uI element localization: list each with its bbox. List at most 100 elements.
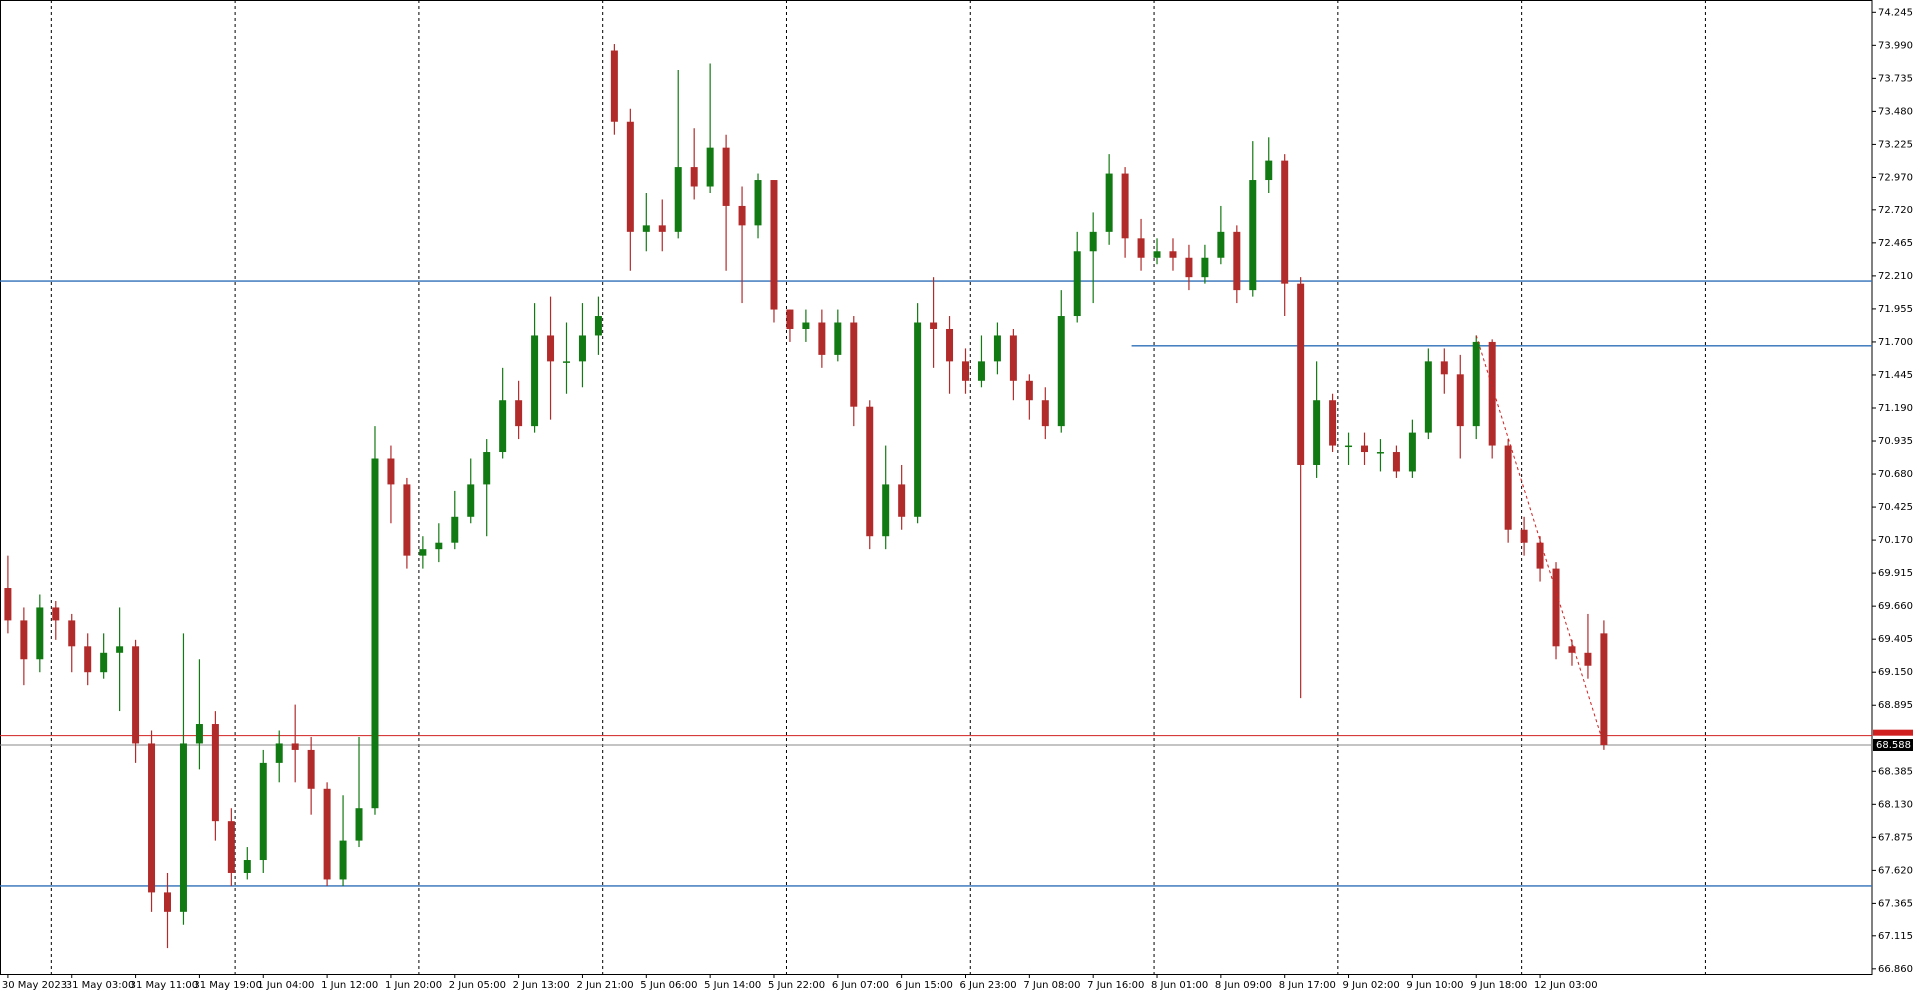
candle-body xyxy=(1345,445,1353,448)
candle xyxy=(419,536,427,569)
candle xyxy=(1504,439,1512,543)
candle-body xyxy=(1568,646,1576,653)
candle xyxy=(1233,225,1241,304)
candle-body xyxy=(1504,445,1512,530)
candle-body xyxy=(834,322,842,355)
candle-body xyxy=(786,309,794,329)
candle xyxy=(898,464,906,530)
candle-body xyxy=(1456,374,1464,427)
candle-body xyxy=(690,167,698,187)
candle xyxy=(1568,639,1576,666)
candle xyxy=(1408,419,1416,478)
y-tick-label: 73.990 xyxy=(1878,40,1913,51)
candle xyxy=(148,730,156,912)
candle-body xyxy=(1233,231,1241,291)
candle-body xyxy=(355,808,363,841)
candle-body xyxy=(20,620,28,660)
candle xyxy=(1361,432,1368,465)
candle xyxy=(1440,348,1448,394)
y-tick-label: 68.895 xyxy=(1878,700,1913,711)
candle-body xyxy=(1073,251,1081,317)
bid-label-box xyxy=(1873,739,1913,752)
candle xyxy=(339,795,347,886)
y-tick-label: 69.405 xyxy=(1878,634,1913,645)
candle-body xyxy=(419,549,427,556)
candle-body xyxy=(914,322,922,517)
x-tick-label: 8 Jun 17:00 xyxy=(1279,980,1336,991)
y-tick-label: 71.445 xyxy=(1878,370,1913,381)
y-tick-label: 66.860 xyxy=(1878,964,1913,975)
x-tick-label: 30 May 2023 xyxy=(2,980,67,991)
x-tick-label: 1 Jun 04:00 xyxy=(257,980,314,991)
candle-body xyxy=(403,484,411,556)
y-tick-label: 67.115 xyxy=(1878,931,1913,942)
candle-body xyxy=(275,743,283,763)
x-tick-label: 7 Jun 16:00 xyxy=(1087,980,1144,991)
candle xyxy=(68,613,76,673)
candle xyxy=(164,872,171,949)
candle xyxy=(1057,290,1065,433)
candle xyxy=(243,847,251,880)
candle-body xyxy=(339,840,347,880)
candle-body xyxy=(148,743,156,893)
x-tick-label: 12 Jun 03:00 xyxy=(1534,980,1598,991)
candle xyxy=(291,704,299,783)
candle-body xyxy=(1600,633,1608,746)
candle-body xyxy=(1297,283,1305,465)
candle-body xyxy=(898,484,906,517)
y-tick-label: 71.955 xyxy=(1878,304,1913,315)
x-tick-label: 5 Jun 22:00 xyxy=(768,980,825,991)
candle-body xyxy=(499,400,507,453)
y-tick-label: 73.480 xyxy=(1878,106,1913,117)
x-tick-label: 2 Jun 21:00 xyxy=(576,980,633,991)
candle-body xyxy=(1025,380,1033,401)
candle-body xyxy=(1520,529,1528,543)
candle xyxy=(1392,445,1400,478)
candle xyxy=(1424,348,1432,440)
y-tick-label: 72.465 xyxy=(1878,238,1913,249)
candle xyxy=(594,296,602,355)
candle-body xyxy=(722,147,730,206)
y-tick-label: 69.915 xyxy=(1878,568,1913,579)
x-tick-label: 8 Jun 01:00 xyxy=(1151,980,1208,991)
candle xyxy=(770,180,778,323)
x-tick-label: 6 Jun 15:00 xyxy=(896,980,953,991)
candle-body xyxy=(1313,400,1321,465)
candle xyxy=(786,309,794,342)
candle xyxy=(1025,374,1033,420)
y-tick-label: 67.875 xyxy=(1878,832,1913,843)
candle xyxy=(531,303,539,433)
y-tick-label: 70.170 xyxy=(1878,535,1913,546)
candle-body xyxy=(291,743,299,750)
candle-body xyxy=(307,749,315,789)
candle xyxy=(307,736,315,815)
x-tick-label: 9 Jun 18:00 xyxy=(1470,980,1527,991)
candle-body xyxy=(1057,316,1065,427)
candle xyxy=(100,633,108,679)
candle xyxy=(1073,231,1081,323)
candle-body xyxy=(36,607,44,660)
x-tick-label: 5 Jun 14:00 xyxy=(704,980,761,991)
candle xyxy=(515,380,523,440)
x-tick-label: 9 Jun 10:00 xyxy=(1406,980,1463,991)
candle xyxy=(1217,205,1225,265)
candle-body xyxy=(1424,361,1432,433)
candle xyxy=(483,439,491,537)
x-tick-label: 2 Jun 05:00 xyxy=(449,980,506,991)
candle-body xyxy=(1376,452,1384,454)
candle xyxy=(1009,328,1017,401)
candle xyxy=(1520,516,1528,556)
candle xyxy=(1376,439,1384,472)
candle xyxy=(1552,562,1560,660)
candle-body xyxy=(1392,452,1400,472)
candle-body xyxy=(467,484,475,517)
candle xyxy=(1249,141,1257,297)
candle-body xyxy=(1584,652,1592,666)
candle xyxy=(610,44,618,135)
candle xyxy=(435,523,443,563)
candle xyxy=(882,445,890,550)
x-tick-label: 31 May 19:00 xyxy=(193,980,262,991)
candle-body xyxy=(323,788,331,880)
candle xyxy=(722,134,730,271)
